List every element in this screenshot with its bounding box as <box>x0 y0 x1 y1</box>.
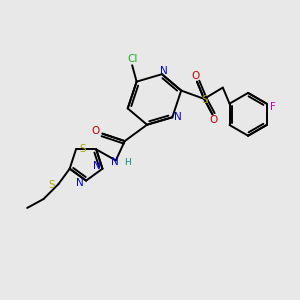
Text: S: S <box>49 180 56 190</box>
Text: O: O <box>92 126 100 136</box>
Text: S: S <box>79 144 86 154</box>
Text: Cl: Cl <box>127 54 137 64</box>
Text: N: N <box>76 178 83 188</box>
Text: N: N <box>93 161 101 171</box>
Text: N: N <box>111 157 119 167</box>
Text: N: N <box>160 66 168 76</box>
Text: S: S <box>201 95 208 105</box>
Text: O: O <box>210 115 218 125</box>
Text: N: N <box>174 112 182 122</box>
Text: H: H <box>124 158 130 167</box>
Text: F: F <box>270 102 276 112</box>
Text: O: O <box>191 71 200 81</box>
